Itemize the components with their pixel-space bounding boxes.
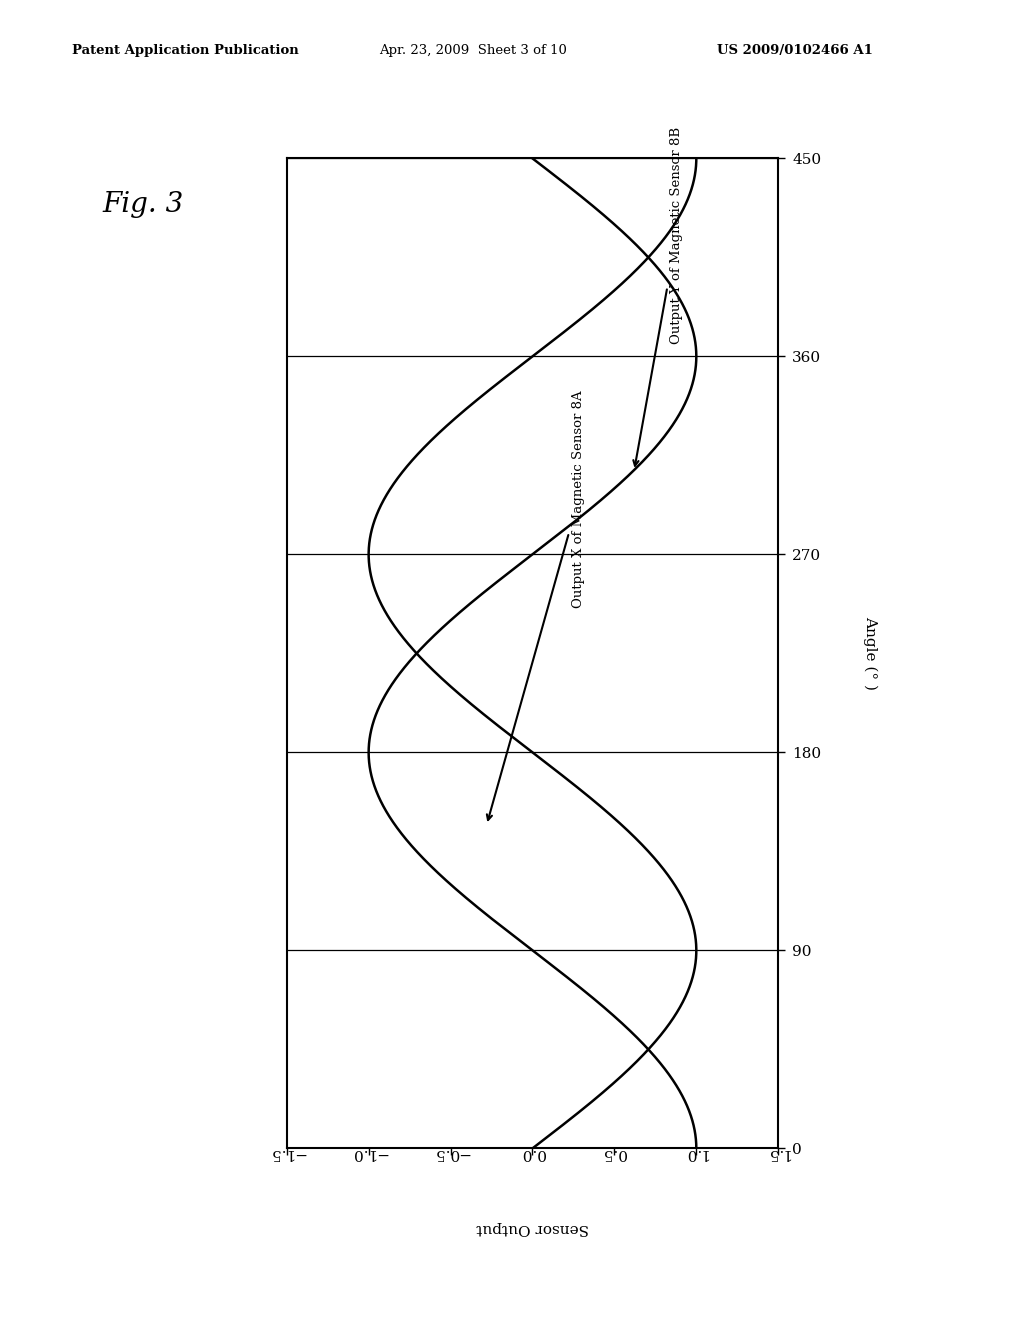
Text: Output Y of Magnetic Sensor 8B: Output Y of Magnetic Sensor 8B [633, 127, 683, 466]
Text: Patent Application Publication: Patent Application Publication [72, 44, 298, 57]
Text: Apr. 23, 2009  Sheet 3 of 10: Apr. 23, 2009 Sheet 3 of 10 [379, 44, 566, 57]
Text: US 2009/0102466 A1: US 2009/0102466 A1 [717, 44, 872, 57]
Text: Fig. 3: Fig. 3 [102, 191, 183, 218]
Text: Sensor Output: Sensor Output [476, 1221, 589, 1236]
Text: Output X of Magnetic Sensor 8A: Output X of Magnetic Sensor 8A [486, 391, 585, 820]
Text: Angle (° ): Angle (° ) [863, 616, 878, 690]
